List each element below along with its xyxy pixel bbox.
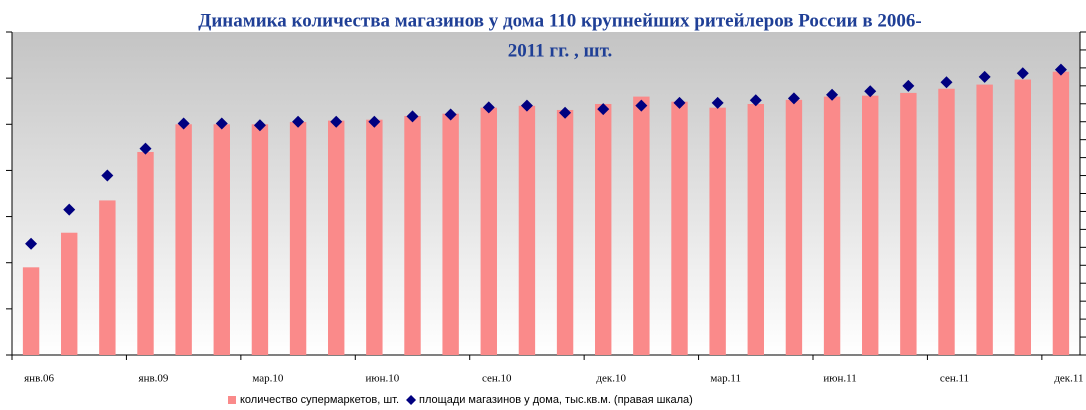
bar [137,151,154,355]
point [520,99,533,112]
point [940,76,953,89]
point [25,237,38,250]
bar [175,124,192,356]
point [215,117,228,130]
legend-label: площади магазинов у дома, тыс.кв.м. (пра… [419,394,693,406]
bar [328,120,345,355]
bar [480,107,497,355]
plot-area [12,32,1080,355]
point [635,99,648,112]
x-tick-label: дек.11 [1054,373,1083,385]
bar [518,105,536,355]
bar [1052,71,1070,355]
bar [556,109,574,355]
bar [976,84,993,356]
bar [900,92,917,355]
point [63,203,76,216]
bar [823,96,841,355]
point [597,103,610,116]
bar [442,113,459,356]
bar [22,267,40,355]
x-tick-label: мар.11 [710,373,741,385]
bar [633,96,650,355]
bar [862,95,879,356]
bar [1014,79,1031,355]
bar [61,232,78,355]
bar [99,200,116,355]
point [864,85,877,98]
chart-title: 2011 гг. , шт. [508,40,613,61]
point [1054,63,1067,76]
point [482,101,495,114]
bar [671,101,688,355]
point [368,115,381,128]
point [330,115,343,128]
chart-title: Динамика количества магазинов у дома 110… [198,10,921,31]
x-tick-label: янв.06 [24,373,54,385]
bar [938,88,955,356]
x-tick-label: июн.11 [823,373,856,385]
bar [747,103,764,356]
bar [404,115,421,355]
legend-swatch [228,396,236,404]
point [177,117,190,130]
x-tick-label: мар.10 [252,373,284,385]
point [787,92,800,105]
bar [595,103,612,356]
bar [785,99,803,355]
point [559,106,572,119]
x-tick-label: дек.10 [596,373,626,385]
bar [709,107,726,355]
x-tick-label: сен.11 [940,373,969,385]
point [101,169,114,182]
point [292,115,305,128]
point [978,70,991,83]
point [711,96,724,109]
legend-swatch [406,395,417,405]
point [826,88,839,101]
x-tick-label: янв.09 [139,373,169,385]
point [406,110,419,123]
bar [366,119,383,356]
point [902,79,915,92]
point [253,119,266,132]
point [444,108,457,121]
point [673,96,686,109]
bar [251,124,269,356]
point [1016,67,1029,80]
bar [213,124,230,356]
point [749,94,762,107]
bar [289,121,307,355]
point [139,142,152,155]
x-tick-label: сен.10 [482,373,512,385]
x-tick-label: июн.10 [365,373,399,385]
legend-label: количество супермаркетов, шт. [240,394,399,406]
